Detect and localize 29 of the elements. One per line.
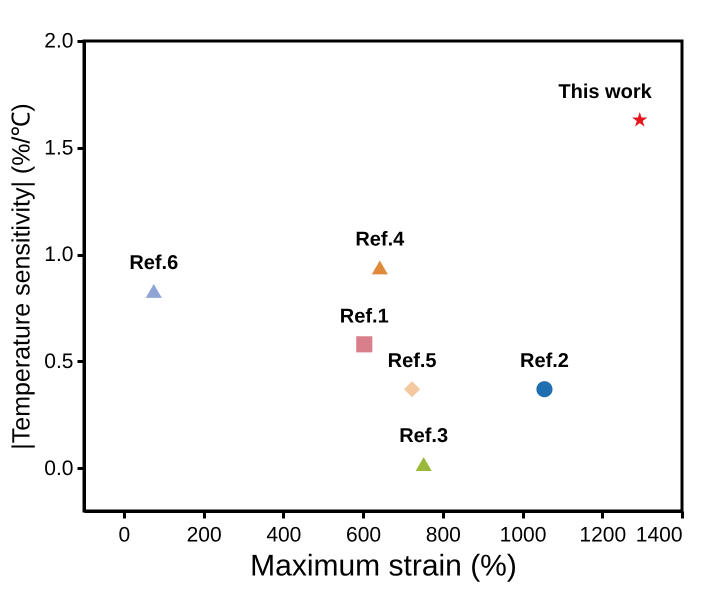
y-tick-label: 0.5 <box>44 350 74 373</box>
x-tick-label: 400 <box>266 524 302 546</box>
series-label: Ref.1 <box>340 305 389 328</box>
x-axis-title: Maximum strain (%) <box>250 550 517 582</box>
x-tick-label: 1400 <box>636 524 682 546</box>
series-label: Ref.4 <box>355 228 406 250</box>
point <box>536 381 553 398</box>
point <box>404 381 420 398</box>
point <box>632 112 648 127</box>
y-tick-label: 1.0 <box>44 243 74 266</box>
series-label: This work <box>558 81 653 104</box>
x-tick-label: 1000 <box>500 524 546 546</box>
x-tick-label: 600 <box>346 524 382 546</box>
point <box>372 260 388 274</box>
series-label: Ref.2 <box>520 350 569 372</box>
y-tick-label: 2.0 <box>44 30 74 52</box>
series-label: Ref.5 <box>388 350 437 372</box>
y-tick-label: 1.5 <box>44 136 74 160</box>
x-tick-label: 800 <box>426 524 461 546</box>
x-tick-label: 200 <box>186 524 222 546</box>
point <box>356 336 372 352</box>
x-tick-label: 1200 <box>579 524 626 546</box>
series-label: Ref.3 <box>399 425 448 447</box>
series-label: Ref.6 <box>129 252 178 274</box>
y-tick-label: 0.0 <box>44 456 74 480</box>
y-axis-title: |Temperature sensitivity| (%/℃) <box>7 103 36 450</box>
point <box>146 284 162 298</box>
point <box>416 457 432 471</box>
x-tick-label: 0 <box>118 524 130 546</box>
